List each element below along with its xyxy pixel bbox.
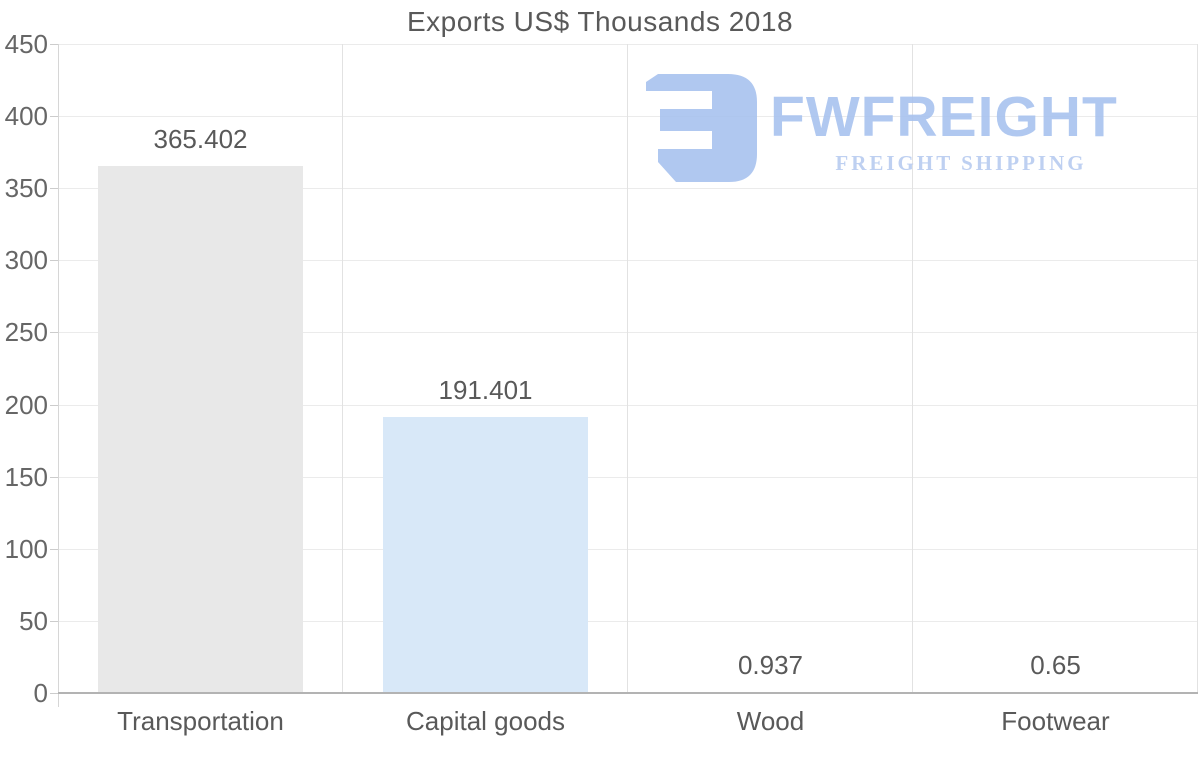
x-category-label: Footwear xyxy=(1001,706,1110,736)
bar-capital-goods xyxy=(383,416,588,693)
y-axis-line xyxy=(58,44,59,707)
category-gridline xyxy=(1197,44,1198,693)
watermark-tagline-text: FREIGHT SHIPPING xyxy=(835,151,1087,175)
y-tick-label: 400 xyxy=(4,101,48,132)
y-tick-label: 0 xyxy=(33,678,48,708)
bar-value-label: 0.65 xyxy=(1030,650,1081,680)
chart-title: Exports US$ Thousands 2018 xyxy=(406,6,794,37)
y-tick-label: 250 xyxy=(4,317,48,348)
y-tick-mark xyxy=(50,188,58,190)
category-gridline xyxy=(912,44,913,693)
y-tick-label: 100 xyxy=(4,533,48,564)
bar-transportation xyxy=(98,166,303,693)
x-category-label: Wood xyxy=(736,706,805,736)
y-gridline xyxy=(58,332,1198,334)
y-gridline xyxy=(58,44,1198,45)
x-category-label: Transportation xyxy=(117,706,284,736)
bar-value-label: 0.937 xyxy=(737,649,804,680)
fwfreight-logo-icon xyxy=(646,74,757,182)
y-tick-mark xyxy=(50,404,58,406)
y-tick-mark xyxy=(50,620,58,622)
watermark-brand-text: FWFREIGHT xyxy=(770,85,1118,149)
bar-value-label: 191.401 xyxy=(438,374,533,405)
y-tick-mark xyxy=(50,548,58,550)
y-tick-mark xyxy=(50,44,58,45)
y-tick-label: 350 xyxy=(4,173,48,204)
y-tick-label: 450 xyxy=(4,29,48,59)
y-tick-label: 200 xyxy=(4,389,48,420)
category-gridline xyxy=(342,44,343,693)
y-tick-label: 50 xyxy=(19,605,48,636)
y-tick-mark xyxy=(50,116,58,118)
bar-value-label: 365.402 xyxy=(153,124,248,154)
y-tick-mark xyxy=(50,693,58,694)
y-gridline xyxy=(58,188,1198,190)
x-axis-baseline xyxy=(58,692,1198,694)
y-gridline xyxy=(58,620,1198,622)
category-gridline xyxy=(627,44,628,693)
x-category-label: Capital goods xyxy=(406,706,565,736)
y-gridline xyxy=(58,548,1198,550)
y-tick-label: 300 xyxy=(4,245,48,276)
y-tick-mark xyxy=(50,476,58,478)
y-tick-mark xyxy=(50,332,58,334)
y-gridline xyxy=(58,404,1198,406)
y-tick-label: 150 xyxy=(4,461,48,492)
y-gridline xyxy=(58,260,1198,262)
y-gridline xyxy=(58,476,1198,478)
y-gridline xyxy=(58,116,1198,118)
y-tick-mark xyxy=(50,260,58,262)
watermark-logo: FWFREIGHT FREIGHT SHIPPING xyxy=(646,67,1156,192)
